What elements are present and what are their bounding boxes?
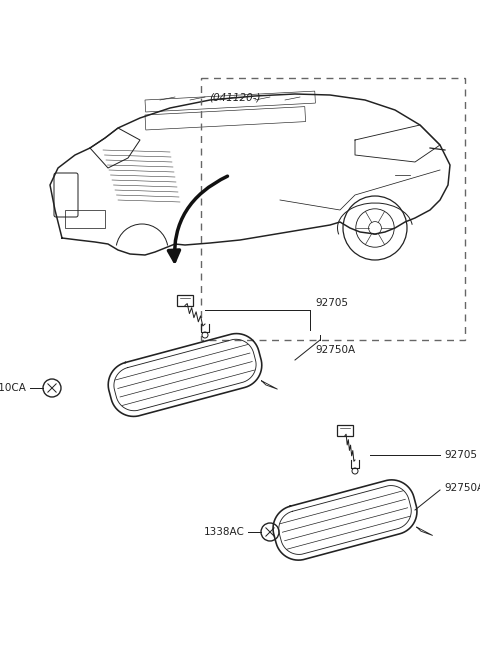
Bar: [201, 78, 465, 340]
Text: 92750A: 92750A: [444, 483, 480, 493]
Text: (041120-): (041120-): [209, 92, 261, 102]
Bar: [65, 210, 105, 228]
Bar: [145, 91, 315, 112]
Text: 92705: 92705: [315, 298, 348, 308]
Text: 1310CA: 1310CA: [0, 383, 27, 393]
Text: 92750A: 92750A: [315, 345, 355, 355]
Bar: [337, 424, 353, 436]
Bar: [145, 107, 306, 130]
Text: 92705: 92705: [444, 450, 477, 460]
Text: 1338AC: 1338AC: [204, 527, 245, 537]
Bar: [177, 295, 193, 305]
